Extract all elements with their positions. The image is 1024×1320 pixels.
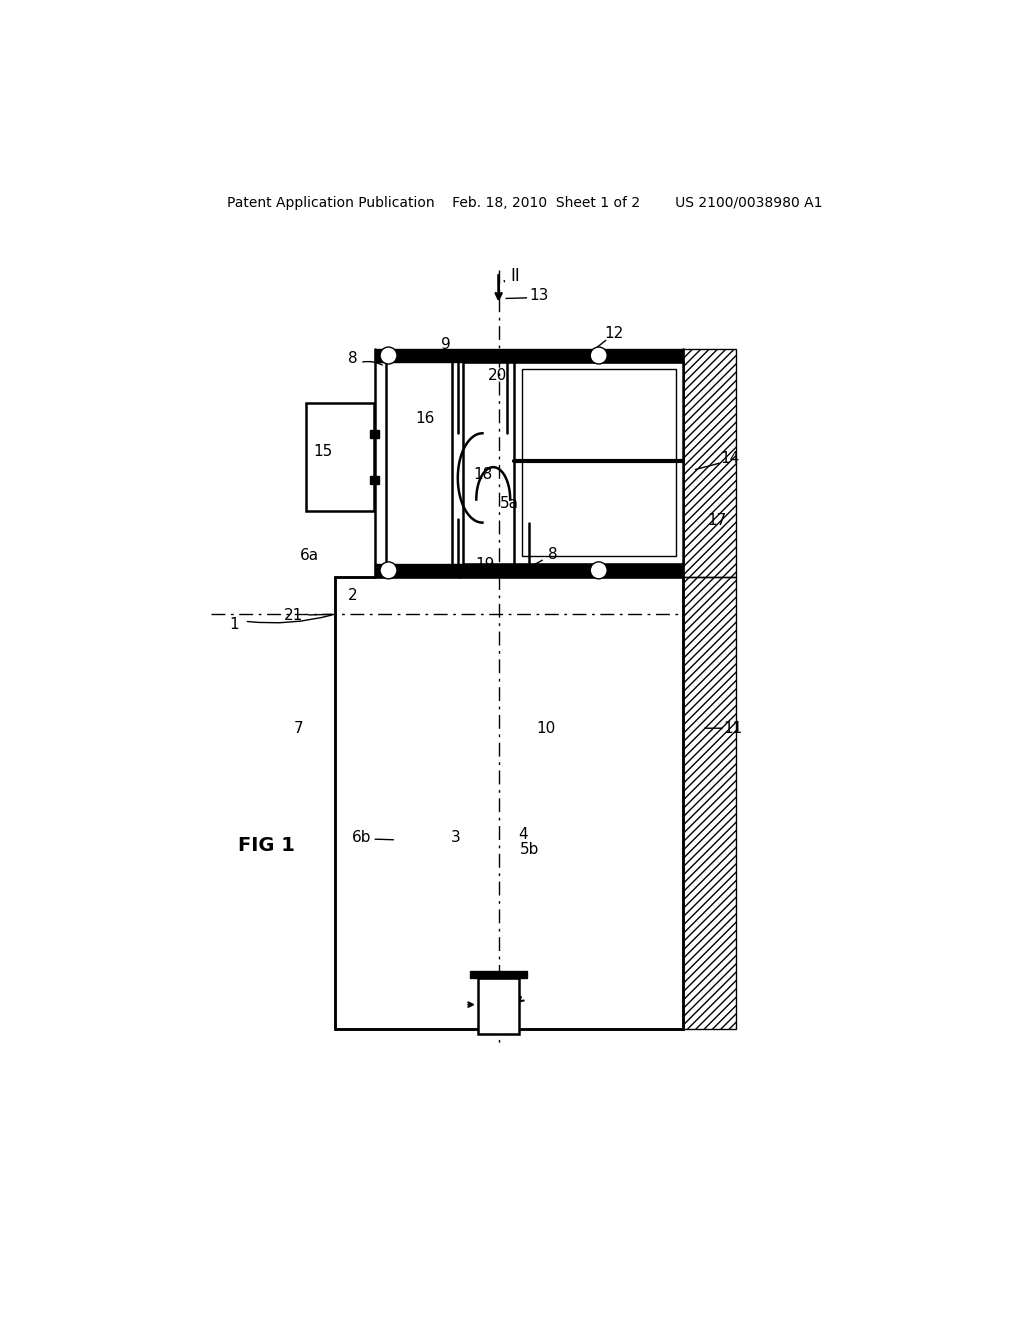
Text: 17: 17	[708, 512, 727, 528]
Text: FIG 1: FIG 1	[239, 836, 295, 855]
Text: 6a: 6a	[300, 548, 318, 564]
Bar	[306, 404, 374, 511]
Text: 20: 20	[487, 368, 507, 383]
Text: 16: 16	[415, 411, 434, 426]
Bar	[470, 970, 527, 978]
Bar	[376, 564, 683, 577]
Bar	[370, 430, 379, 438]
Text: 4: 4	[518, 826, 528, 842]
Circle shape	[380, 562, 397, 579]
Bar	[514, 362, 683, 564]
Text: 11: 11	[723, 721, 742, 735]
Bar	[521, 370, 676, 557]
Bar	[478, 978, 519, 1034]
Circle shape	[380, 347, 397, 364]
Text: 19: 19	[475, 557, 495, 573]
Circle shape	[590, 562, 607, 579]
Text: 21: 21	[285, 607, 303, 623]
Bar	[370, 477, 379, 484]
Bar	[376, 350, 683, 362]
Text: 2: 2	[347, 589, 357, 603]
Text: 6b: 6b	[352, 830, 372, 845]
Text: 5a: 5a	[500, 496, 519, 511]
Text: 4: 4	[453, 566, 462, 582]
Text: 14: 14	[720, 451, 739, 466]
Bar	[683, 577, 736, 1028]
Text: 7: 7	[294, 721, 303, 735]
Text: 1: 1	[229, 616, 240, 632]
Bar	[683, 350, 736, 577]
Text: 13: 13	[529, 288, 548, 304]
Text: 18: 18	[473, 466, 493, 482]
Circle shape	[590, 347, 607, 364]
Text: 15: 15	[313, 444, 333, 458]
Text: 5b: 5b	[520, 842, 539, 858]
Text: 3: 3	[451, 830, 461, 845]
Text: II: II	[511, 267, 520, 285]
Text: 10: 10	[537, 721, 556, 735]
Text: 8: 8	[548, 546, 557, 562]
Text: 12: 12	[604, 326, 624, 342]
Text: 8: 8	[347, 351, 357, 366]
Text: 9: 9	[441, 337, 452, 352]
Text: Patent Application Publication    Feb. 18, 2010  Sheet 1 of 2        US 2100/003: Patent Application Publication Feb. 18, …	[227, 197, 822, 210]
Bar	[335, 577, 683, 1028]
